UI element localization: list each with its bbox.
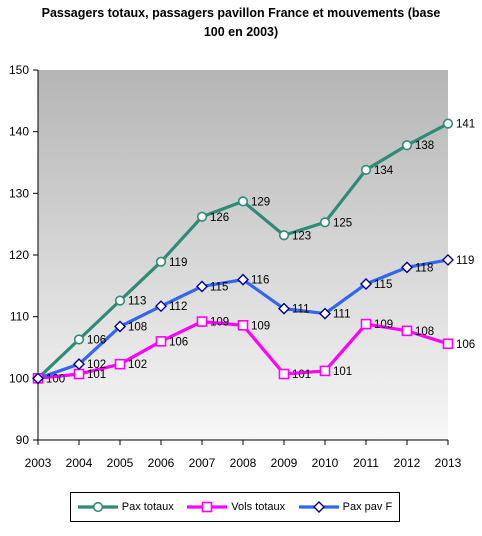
data-label-vols-totaux: 108 (415, 326, 434, 338)
y-tick-label: 150 (9, 63, 29, 77)
data-label-pax-pav-f: 102 (87, 359, 106, 371)
data-point-pax-pav-f (360, 277, 372, 290)
data-point-pax-pav-f (155, 300, 167, 313)
x-tick-label: 2011 (353, 456, 379, 470)
data-point-pax-totaux (442, 118, 454, 129)
data-label-pax-totaux: 100 (46, 373, 65, 385)
x-tick-label: 2013 (435, 456, 462, 470)
data-point-pax-totaux (278, 230, 290, 241)
x-tick-label: 2008 (230, 456, 257, 470)
data-point-pax-pav-f (196, 280, 208, 293)
data-label-pax-totaux: 126 (210, 212, 229, 224)
legend-label-pax-pav-f: Pax pav F (342, 501, 393, 513)
data-point-pax-totaux (319, 217, 331, 228)
data-point-vols-totaux (237, 319, 249, 331)
chart-title-line-1: Passagers totaux, passagers pavillon Fra… (41, 6, 441, 20)
data-label-pax-pav-f: 119 (456, 255, 474, 267)
data-label-pax-totaux: 113 (128, 296, 146, 308)
x-tick-label: 2009 (271, 456, 298, 470)
plot-area (38, 70, 448, 440)
data-point-vols-totaux (114, 358, 126, 370)
y-tick-label: 90 (16, 433, 30, 447)
data-point-vols-totaux (196, 316, 208, 327)
data-point-pax-totaux (360, 164, 372, 175)
legend-item-pax-totaux: Pax totaux (77, 501, 174, 513)
data-label-pax-totaux: 119 (169, 257, 187, 269)
data-point-vols-totaux (442, 338, 454, 350)
chart-title: Passagers totaux, passagers pavillon Fra… (20, 4, 462, 42)
data-label-vols-totaux: 106 (456, 339, 475, 351)
data-label-vols-totaux: 106 (169, 336, 188, 348)
data-point-vols-totaux (319, 365, 331, 377)
data-point-vols-totaux (155, 336, 167, 347)
data-point-vols-totaux (401, 325, 413, 337)
data-label-vols-totaux: 101 (333, 366, 352, 378)
data-label-pax-totaux: 138 (415, 140, 434, 152)
data-label-vols-totaux: 109 (374, 319, 393, 331)
data-point-pax-pav-f (32, 372, 44, 385)
data-label-pax-pav-f: 108 (128, 322, 147, 334)
data-point-pax-pav-f (319, 307, 331, 320)
chart-title-line-2: 100 en 2003) (203, 25, 279, 39)
data-label-pax-pav-f: 111 (333, 309, 350, 321)
data-point-vols-totaux (360, 318, 372, 330)
data-point-pax-totaux (196, 211, 208, 222)
data-point-pax-pav-f (442, 253, 454, 266)
data-label-pax-totaux: 134 (374, 165, 394, 177)
data-label-pax-totaux: 106 (87, 334, 106, 346)
line-chart: 90 100 110 120 130 140 150 2003 2004 2005 2006 2007… (9, 63, 475, 470)
x-tick-label: 2012 (394, 456, 421, 470)
data-label-pax-pav-f: 116 (251, 275, 269, 287)
data-point-pax-totaux (401, 140, 413, 151)
data-point-vols-totaux (73, 368, 85, 380)
legend-label-pax-totaux: Pax totaux (121, 501, 174, 513)
data-label-pax-pav-f: 115 (210, 281, 228, 293)
legend-item-vols-totaux: Vols totaux (187, 501, 285, 513)
data-point-pax-pav-f (237, 273, 249, 286)
legend-label-vols-totaux: Vols totaux (231, 501, 286, 513)
legend-swatch-pax-pav-f (298, 501, 339, 513)
data-point-pax-pav-f (401, 261, 413, 274)
data-label-pax-pav-f: 118 (415, 262, 433, 274)
data-label-vols-totaux: 102 (128, 359, 147, 371)
data-label-pax-totaux: 123 (292, 230, 311, 242)
data-label-pax-pav-f: 115 (374, 279, 392, 291)
data-label-pax-totaux: 141 (456, 119, 475, 131)
y-tick-label: 100 (9, 371, 29, 385)
legend-swatch-vols-totaux (187, 501, 228, 513)
x-tick-label: 2007 (189, 456, 216, 470)
x-tick-label: 2005 (107, 456, 134, 470)
y-tick-label: 140 (9, 125, 29, 139)
x-tick-label: 2006 (148, 456, 175, 470)
data-label-vols-totaux: 101 (87, 369, 106, 381)
legend-swatch-pax-totaux (77, 501, 118, 513)
legend-item-pax-pav-f: Pax pav F (298, 501, 393, 513)
y-tick-label: 120 (9, 248, 29, 262)
data-label-pax-totaux: 129 (251, 196, 270, 208)
y-tick-label: 110 (10, 310, 29, 324)
x-tick-label: 2004 (66, 456, 93, 470)
data-point-pax-pav-f (73, 358, 85, 371)
data-point-pax-totaux (114, 295, 126, 306)
x-tick-label: 2010 (312, 456, 339, 470)
data-point-pax-pav-f (114, 320, 126, 333)
data-label-vols-totaux: 109 (210, 317, 229, 329)
data-label-pax-pav-f: 112 (169, 301, 187, 313)
x-tick-label: 2003 (25, 456, 52, 470)
legend: Pax totaux Vols totaux Pax pav F (70, 492, 400, 522)
data-point-vols-totaux (278, 368, 290, 380)
data-point-pax-totaux (155, 256, 167, 267)
y-tick-label: 130 (9, 186, 29, 200)
data-point-pax-totaux (237, 196, 249, 207)
data-point-pax-totaux (73, 334, 85, 345)
data-label-vols-totaux: 109 (251, 320, 270, 332)
data-label-vols-totaux: 101 (292, 369, 311, 381)
data-label-pax-totaux: 125 (333, 217, 352, 229)
data-point-pax-pav-f (278, 302, 290, 315)
data-label-pax-pav-f: 111 (292, 304, 309, 316)
